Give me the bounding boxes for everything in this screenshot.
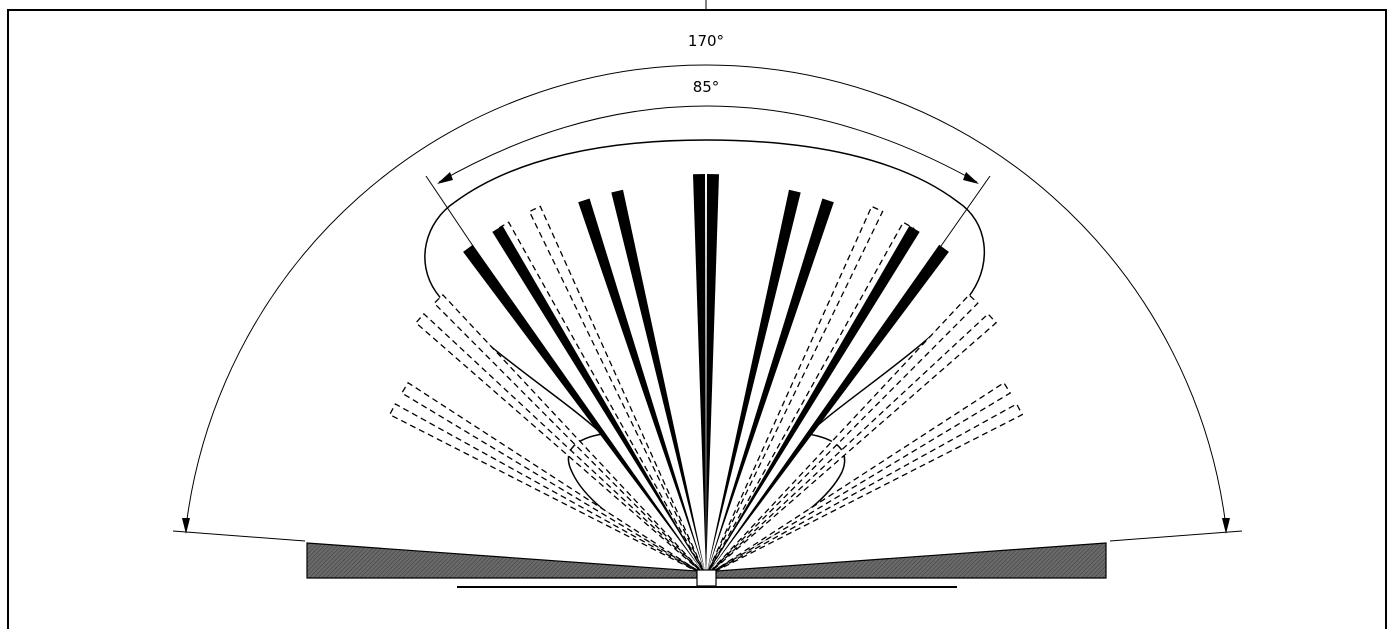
solid-beam-5 — [693, 174, 706, 576]
solid-beam-9 — [706, 225, 920, 577]
dashed-beam-2 — [400, 381, 707, 577]
sensor-body — [696, 569, 717, 587]
inner-arc-arrow-left — [437, 172, 453, 184]
outer-angle-label: 170° — [688, 32, 724, 50]
base-plate-right — [715, 542, 1107, 579]
solid-beam-2 — [492, 225, 706, 577]
base-plate-left — [306, 542, 698, 579]
solid-beam-3 — [578, 198, 706, 576]
dashed-beam-1 — [388, 403, 707, 577]
inner-angle-arc — [438, 105, 978, 183]
dashed-beam-9 — [705, 293, 979, 577]
outer-extension-left — [172, 530, 306, 542]
dashed-beam-3 — [414, 312, 707, 577]
inner-extension-right — [940, 175, 991, 247]
dashed-beam-6 — [528, 205, 707, 577]
dashed-beam-7 — [705, 205, 884, 577]
solid-beam-group — [463, 174, 949, 577]
solid-beam-4 — [611, 189, 706, 577]
dashed-beam-12 — [705, 403, 1024, 577]
dashed-beam-10 — [705, 312, 998, 577]
solid-beam-7 — [706, 189, 801, 577]
frame — [7, 9, 1387, 629]
detection-lobe-outline — [424, 139, 985, 577]
outer-arc-arrow-right — [1222, 518, 1230, 534]
inner-angle-label: 85° — [693, 78, 720, 96]
dashed-beam-11 — [705, 381, 1012, 577]
inner-arc-arrow-right — [963, 172, 979, 184]
solid-beam-6 — [706, 174, 719, 576]
dashed-beam-4 — [433, 293, 707, 577]
inner-extension-left — [425, 175, 474, 247]
outer-angle-arc — [185, 64, 1227, 528]
solid-beam-1 — [463, 244, 706, 577]
outer-extension-right — [1109, 530, 1243, 542]
solid-beam-10 — [706, 244, 949, 577]
outer-arc-arrow-left — [182, 518, 190, 534]
solid-beam-8 — [706, 198, 834, 576]
